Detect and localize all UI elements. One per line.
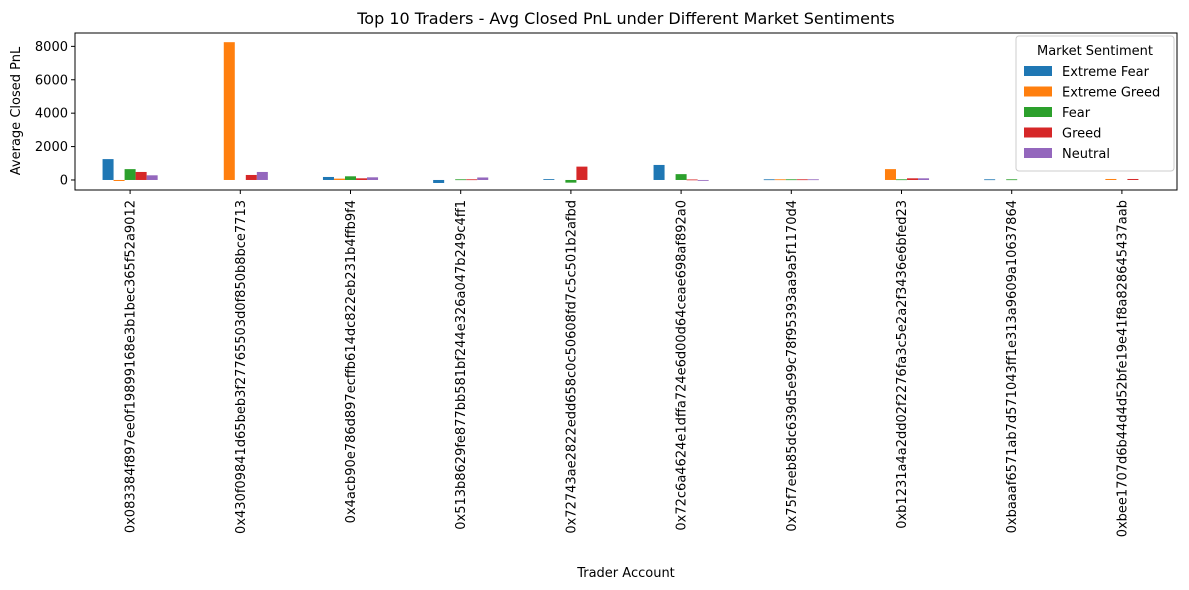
plot-frame bbox=[74, 32, 1178, 191]
x-tick-label: 0x430f09841d65beb3f27765503d0f850b8bce77… bbox=[234, 200, 249, 534]
x-tick-label: 0x4acb90e786d897ecffb614dc822eb231b4ffb9… bbox=[344, 200, 359, 523]
bar bbox=[477, 177, 489, 180]
bar bbox=[135, 171, 147, 180]
legend-swatch bbox=[1024, 86, 1052, 97]
x-axis: 0x083384f897ee0f19899168e3b1bec365f52a90… bbox=[124, 190, 1130, 537]
bar bbox=[543, 179, 555, 180]
x-axis-title: Trader Account bbox=[576, 566, 675, 581]
legend-label: Extreme Greed bbox=[1062, 86, 1160, 101]
bar bbox=[113, 179, 125, 181]
bar bbox=[807, 179, 819, 181]
bar bbox=[895, 179, 908, 181]
bar bbox=[785, 179, 797, 181]
legend-label: Fear bbox=[1062, 106, 1091, 121]
bar bbox=[223, 42, 235, 180]
y-tick-label: 8000 bbox=[35, 40, 68, 55]
bar bbox=[455, 179, 467, 181]
bar bbox=[763, 179, 775, 181]
bar bbox=[1105, 178, 1117, 180]
bar bbox=[146, 175, 158, 180]
bar bbox=[245, 174, 257, 180]
y-tick-label: 4000 bbox=[35, 107, 68, 122]
bar bbox=[1127, 178, 1139, 180]
x-tick-label: 0x513b8629fe877bb581bf244e326a047b249c4f… bbox=[454, 200, 469, 530]
y-tick-label: 2000 bbox=[35, 140, 68, 155]
legend-frame bbox=[1015, 35, 1175, 172]
bar bbox=[466, 179, 478, 181]
legend-swatch bbox=[1024, 66, 1052, 76]
plot-area bbox=[102, 42, 1139, 183]
x-tick-label: 0x72743ae2822edd658c0c50608fd7c5c501b2af… bbox=[564, 200, 579, 534]
bar bbox=[918, 178, 930, 180]
legend-label: Greed bbox=[1062, 127, 1101, 142]
bar bbox=[367, 177, 379, 180]
x-tick-label: 0x75f7eeb85dc639d5e99c78f95393aa9a5f1170… bbox=[785, 200, 800, 532]
bar bbox=[984, 179, 996, 181]
bar bbox=[333, 178, 345, 180]
bar bbox=[322, 176, 334, 180]
bar bbox=[565, 179, 577, 183]
x-tick-label: 0xb1231a4a2dd02f2276fa3c5e2a2f3436e6bfed… bbox=[895, 200, 910, 529]
legend-label: Neutral bbox=[1062, 147, 1110, 162]
legend-swatch bbox=[1024, 148, 1052, 158]
bar bbox=[774, 179, 786, 181]
bar bbox=[256, 171, 268, 180]
y-axis-title: Average Closed PnL bbox=[9, 46, 24, 175]
x-tick-label: 0x72c6a4624e1dffa724e6d00d64ceae698af892… bbox=[675, 200, 690, 531]
bar bbox=[344, 176, 357, 180]
bar bbox=[796, 179, 808, 181]
bar bbox=[686, 179, 698, 181]
legend-label: Extreme Fear bbox=[1062, 65, 1150, 80]
bar bbox=[124, 169, 136, 180]
bar bbox=[433, 179, 445, 183]
bar bbox=[1006, 179, 1018, 181]
bar bbox=[356, 178, 368, 180]
legend-swatch bbox=[1024, 107, 1052, 117]
legend-swatch bbox=[1024, 127, 1052, 138]
bar bbox=[102, 159, 114, 180]
bar bbox=[697, 179, 709, 181]
bar bbox=[884, 169, 896, 180]
x-tick-label: 0xbee1707d6b44d4d52bfe19e41f8a828645437a… bbox=[1115, 200, 1130, 537]
y-tick-label: 6000 bbox=[35, 73, 68, 88]
chart-title: Top 10 Traders - Avg Closed PnL under Di… bbox=[356, 9, 895, 28]
legend: Market Sentiment Extreme Fear Extreme Gre… bbox=[1015, 35, 1175, 172]
bar bbox=[675, 174, 687, 180]
x-tick-label: 0xbaaaf6571ab7d571043ff1e313a9609a106378… bbox=[1005, 200, 1020, 533]
bar bbox=[907, 178, 919, 180]
legend-title: Market Sentiment bbox=[1037, 44, 1153, 59]
bar bbox=[576, 166, 588, 180]
y-tick-label: 0 bbox=[60, 173, 68, 188]
y-axis: 0 2000 4000 6000 8000 bbox=[35, 40, 75, 188]
x-tick-label: 0x083384f897ee0f19899168e3b1bec365f52a90… bbox=[124, 200, 139, 533]
bar bbox=[653, 164, 665, 180]
